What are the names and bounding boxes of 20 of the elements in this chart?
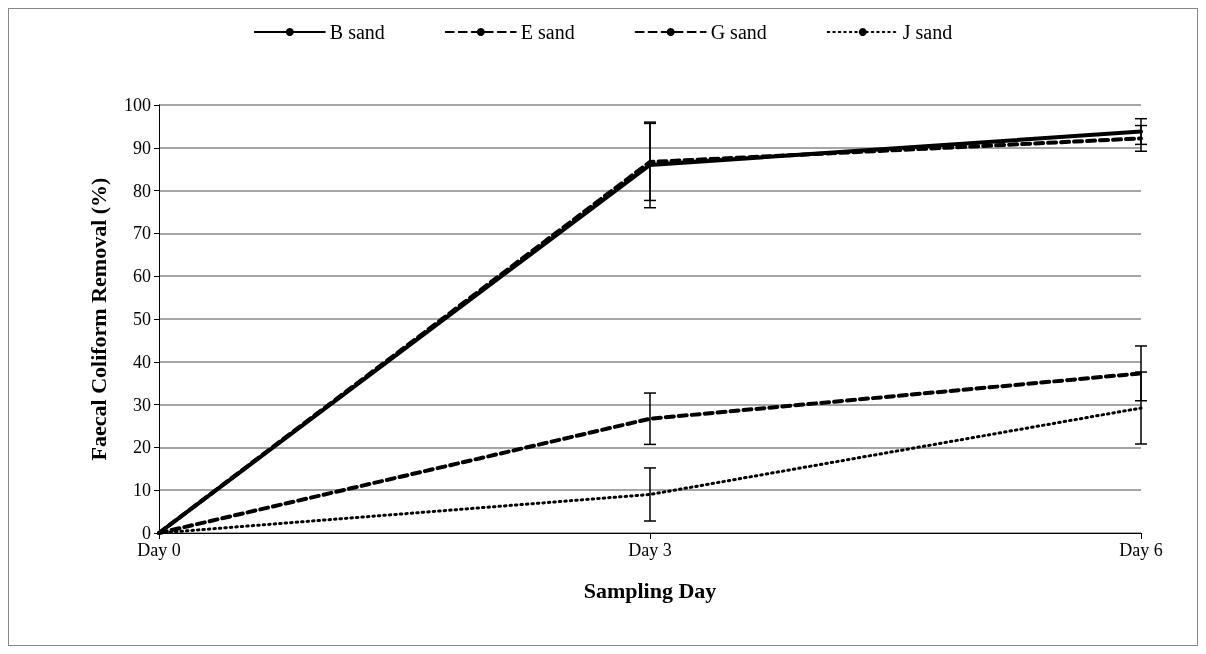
x-axis-title: Sampling Day xyxy=(583,577,717,603)
y-tick-label: 30 xyxy=(133,394,151,415)
y-axis-title: Faecal Coliform Removal (%) xyxy=(85,177,111,461)
y-tick-label: 80 xyxy=(133,180,151,201)
legend-label: B sand xyxy=(329,21,385,43)
y-tick-label: 70 xyxy=(133,223,151,244)
y-tick-label: 50 xyxy=(133,309,151,329)
y-tick-label: 100 xyxy=(124,95,151,115)
y-tick-label: 90 xyxy=(133,137,151,158)
legend-label: J sand xyxy=(902,21,953,43)
y-tick-label: 20 xyxy=(133,437,151,458)
y-tick-label: 40 xyxy=(133,351,151,372)
x-tick-label: Day 6 xyxy=(1119,540,1163,560)
y-tick-label: 60 xyxy=(133,266,151,287)
legend-label: E sand xyxy=(520,21,575,43)
y-tick-label: 10 xyxy=(133,480,151,501)
x-tick-label: Day 3 xyxy=(628,540,672,560)
y-tick-label: 0 xyxy=(142,523,151,543)
x-tick-label: Day 0 xyxy=(137,540,181,560)
legend-label: G sand xyxy=(710,21,767,43)
